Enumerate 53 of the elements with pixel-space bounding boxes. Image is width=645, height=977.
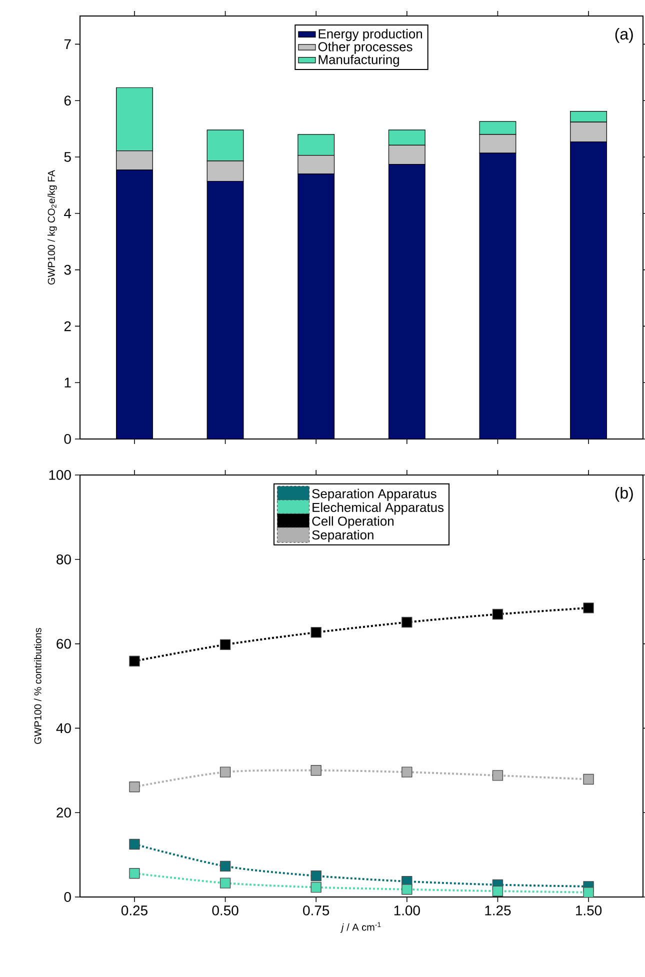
annotation: (a) [615,28,633,43]
y-tick-label: 0 [64,434,71,444]
legend-label: Manufacturing [318,54,399,67]
point [402,766,412,778]
y-tick-label: 80 [56,554,71,564]
x-tick-label: 0.50 [212,906,238,916]
legend-label: Energy production [318,28,422,42]
point [310,627,322,638]
point [310,765,322,776]
point [583,887,594,898]
legend-label: Separation [312,530,374,542]
y-tick-label: 4 [64,208,72,218]
point [129,782,140,792]
y-tick-label: 1 [64,378,71,388]
point [129,656,140,666]
y-tick-label: 20 [56,808,71,818]
x-tick-label: 1.50 [576,906,602,916]
point [220,878,231,888]
y-tick-label: 0 [64,892,71,902]
point [402,616,412,628]
point [129,868,140,879]
point [583,774,594,785]
annotation: (b) [615,486,633,502]
y-axis-title: GWP100 / % contributions [34,628,42,744]
point [220,766,231,778]
x-tick-label: 0.25 [121,906,148,916]
legend-label: Separation Apparatus [312,488,436,501]
point [583,602,594,614]
legend-label: Other processes [318,42,412,54]
y-tick-label: 7 [64,39,71,49]
y-tick-label: 6 [64,96,71,106]
y-tick-label: 2 [64,321,71,332]
y-tick-label: 100 [49,470,71,480]
point [220,860,231,872]
point [402,884,412,895]
point [129,838,140,850]
point [492,608,504,620]
point [492,770,504,781]
y-tick-label: 5 [64,152,71,162]
x-axis-title: j / A cm$^{-1}$ [340,922,381,933]
y-tick-label: 40 [56,723,71,734]
y-tick-label: 60 [56,638,71,649]
y-tick-label: 3 [64,264,71,275]
x-tick-label: 1.25 [485,906,511,916]
y-axis-title: GWP100 / kg CO$_{2}$e/kg FA [48,170,57,285]
legend-label: Cell Operation [312,516,394,528]
point [220,639,231,650]
point [492,886,504,896]
point [310,882,322,893]
point [310,870,322,882]
x-tick-label: 0.75 [303,906,330,916]
legend-label: Elechemical Apparatus [312,502,444,515]
x-tick-label: 1.00 [394,906,420,916]
